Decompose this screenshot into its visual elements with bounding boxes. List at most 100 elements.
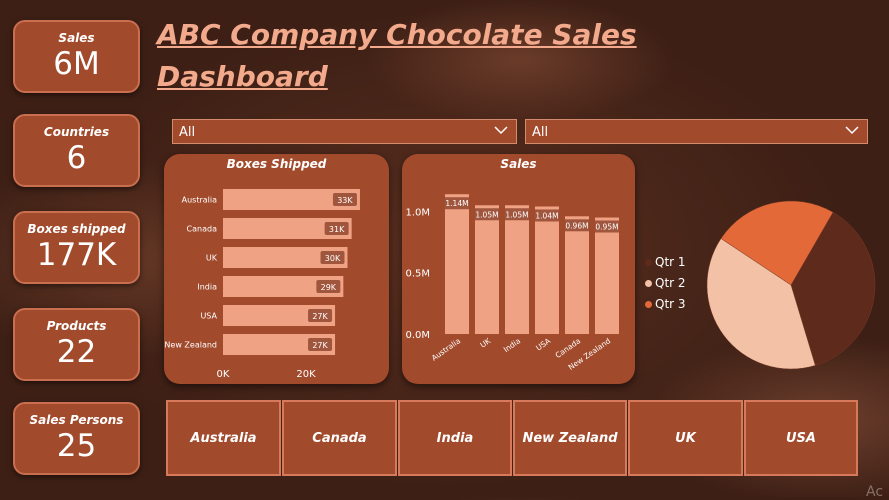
country-tile-canada[interactable]: Canada — [282, 400, 397, 476]
bar — [445, 194, 469, 334]
pie-slice — [720, 200, 834, 286]
data-label-bg — [505, 208, 529, 221]
y-tick-label: Australia — [182, 196, 217, 205]
slicer-value: All — [179, 125, 196, 140]
x-tick-label: UK — [478, 336, 493, 350]
slicer-dropdown-2[interactable]: All — [525, 119, 868, 144]
y-tick-label: USA — [200, 312, 217, 321]
kpi-value: 6 — [66, 140, 87, 176]
boxes-shipped-chart: Australia 33K Canada 31K UK 30K India 29K USA 27K… — [164, 189, 360, 380]
chevron-down-icon — [845, 126, 859, 135]
data-label-bg — [308, 338, 333, 351]
kpi-label: Sales Persons — [29, 413, 124, 427]
data-label: 27K — [312, 312, 328, 321]
x-tick-label: 20K — [296, 369, 316, 380]
tile-label: Canada — [312, 430, 367, 446]
sales-chart: 1.0M 0.5M 0.0M 1.14M Australia 1.05M UK 1.05M In… — [405, 194, 619, 372]
data-label: 33K — [337, 196, 353, 205]
data-label: 0.95M — [595, 223, 618, 232]
data-label-bg — [595, 220, 619, 233]
x-tick-label: 0K — [217, 369, 230, 380]
country-tile-india[interactable]: India — [398, 400, 512, 476]
data-label-bg — [475, 208, 499, 221]
kpi-card-products: Products 22 — [13, 308, 140, 381]
chevron-down-icon — [494, 126, 508, 135]
kpi-card-sales: Sales 6M — [13, 20, 140, 93]
data-label: 1.04M — [535, 211, 558, 220]
kpi-value: 6M — [53, 46, 100, 82]
bar — [475, 205, 499, 334]
kpi-card-boxes-shipped: Boxes shipped 177K — [13, 211, 140, 284]
kpi-card-sales-persons: Sales Persons 25 — [13, 402, 140, 475]
y-tick-label: 1.0M — [405, 207, 430, 218]
kpi-value: 22 — [56, 334, 97, 370]
bar — [595, 217, 619, 334]
data-label-bg — [445, 197, 469, 210]
kpi-label: Sales — [58, 31, 95, 45]
kpi-value: 177K — [36, 237, 117, 273]
data-label: 31K — [329, 225, 345, 234]
legend-label: Qtr 2 — [655, 276, 686, 290]
bar — [223, 218, 352, 239]
data-label-bg — [332, 193, 357, 206]
data-label-bg — [324, 222, 349, 235]
y-tick-label: New Zealand — [164, 341, 217, 350]
bar — [223, 247, 348, 268]
kpi-label: Products — [46, 319, 107, 333]
sales-chart-card: Sales 1.0M 0.5M 0.0M 1.14M Australia 1.05M UK 1… — [402, 154, 635, 384]
y-tick-label: 0.5M — [405, 269, 430, 280]
y-tick-label: Canada — [187, 225, 218, 234]
data-label-bg — [535, 209, 559, 222]
tile-label: India — [436, 430, 474, 446]
x-tick-label: India — [502, 336, 522, 354]
tile-label: UK — [675, 430, 696, 446]
kpi-label: Countries — [43, 125, 110, 139]
bar — [505, 205, 529, 334]
data-label: 1.05M — [505, 210, 528, 219]
data-label: 29K — [321, 283, 337, 292]
x-tick-label: USA — [534, 336, 553, 353]
legend-dot — [645, 259, 652, 266]
y-tick-label: 0.0M — [405, 330, 430, 341]
x-tick-label: Australia — [430, 336, 462, 362]
chart-title: Boxes Shipped — [226, 157, 327, 171]
data-label: 27K — [312, 341, 328, 350]
bar — [223, 305, 336, 326]
pie-slice — [706, 238, 816, 370]
country-tile-uk[interactable]: UK — [628, 400, 743, 476]
data-label-bg — [320, 251, 345, 264]
data-label: 30K — [325, 254, 341, 263]
watermark-text: Ac — [866, 484, 884, 500]
tile-label: USA — [786, 430, 816, 446]
data-label: 1.14M — [445, 199, 468, 208]
y-tick-label: UK — [206, 254, 218, 263]
country-tile-new-zealand[interactable]: New Zealand — [513, 400, 627, 476]
bar — [223, 189, 360, 210]
tile-label: New Zealand — [522, 430, 618, 446]
legend-label: Qtr 3 — [655, 297, 686, 311]
legend-dot — [645, 280, 652, 287]
pie-slice — [790, 211, 876, 366]
legend-dot — [645, 301, 652, 308]
country-tile-australia[interactable]: Australia — [166, 400, 281, 476]
slicer-value: All — [532, 125, 549, 140]
legend-item-qtr3: Qtr 3 — [645, 297, 686, 311]
quarter-pie-chart — [706, 200, 876, 370]
data-label: 0.96M — [565, 221, 588, 230]
bar — [223, 276, 344, 297]
data-label-bg — [565, 219, 589, 232]
slicer-dropdown-1[interactable]: All — [172, 119, 517, 144]
country-tile-usa[interactable]: USA — [744, 400, 858, 476]
chart-title: Sales — [500, 157, 537, 171]
data-label-bg — [308, 309, 333, 322]
bar — [223, 334, 336, 355]
y-tick-label: India — [197, 283, 217, 292]
kpi-card-countries: Countries 6 — [13, 114, 140, 187]
data-label: 1.05M — [475, 210, 498, 219]
boxes-shipped-chart-card: Boxes Shipped Australia 33K Canada 31K UK 30K… — [164, 154, 389, 384]
kpi-label: Boxes shipped — [27, 222, 126, 236]
legend-label: Qtr 1 — [655, 255, 686, 269]
bar — [535, 206, 559, 334]
legend-item-qtr1: Qtr 1 — [645, 255, 686, 269]
bar — [565, 216, 589, 334]
